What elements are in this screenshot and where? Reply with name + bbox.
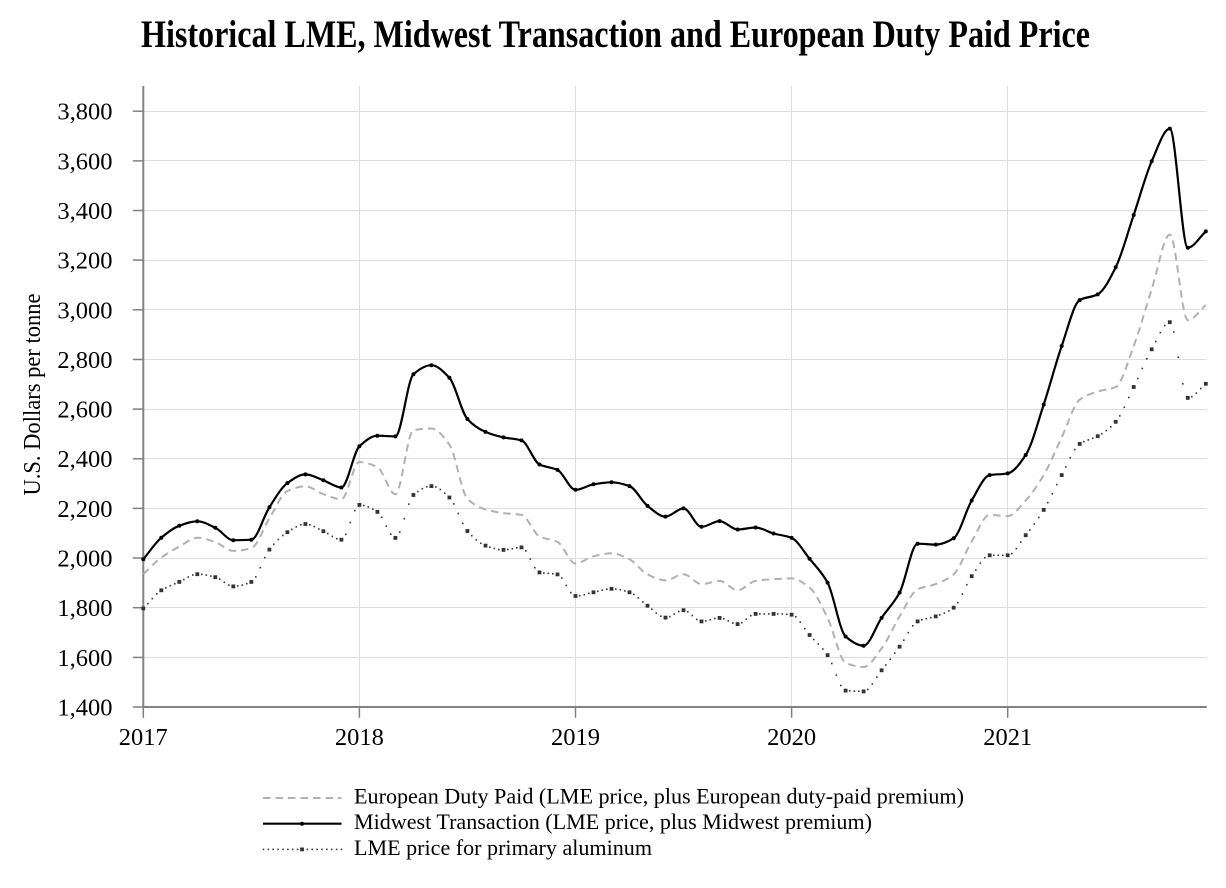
svg-text:2,400: 2,400 — [57, 446, 112, 473]
svg-text:3,600: 3,600 — [57, 148, 112, 175]
svg-text:2017: 2017 — [119, 724, 168, 751]
svg-text:2021: 2021 — [983, 724, 1032, 751]
svg-text:2020: 2020 — [767, 724, 816, 751]
svg-text:1,400: 1,400 — [57, 695, 112, 722]
svg-text:Historical LME, Midwest Transa: Historical LME, Midwest Transaction and … — [141, 14, 1090, 56]
svg-text:LME price for primary aluminum: LME price for primary aluminum — [354, 835, 653, 860]
svg-text:2019: 2019 — [551, 724, 600, 751]
svg-text:2018: 2018 — [335, 724, 384, 751]
svg-text:U.S. Dollars per tonne: U.S. Dollars per tonne — [19, 293, 46, 495]
svg-text:1,600: 1,600 — [57, 645, 112, 672]
svg-text:Midwest Transaction (LME price: Midwest Transaction (LME price, plus Mid… — [354, 809, 872, 834]
svg-text:3,000: 3,000 — [57, 297, 112, 324]
svg-text:2,200: 2,200 — [57, 496, 112, 523]
svg-text:2,800: 2,800 — [57, 347, 112, 374]
svg-text:3,400: 3,400 — [57, 198, 112, 225]
svg-text:2,600: 2,600 — [57, 397, 112, 424]
svg-text:2,000: 2,000 — [57, 546, 112, 573]
svg-text:3,200: 3,200 — [57, 248, 112, 275]
svg-text:1,800: 1,800 — [57, 595, 112, 622]
svg-text:3,800: 3,800 — [57, 99, 112, 126]
svg-text:European Duty Paid (LME price,: European Duty Paid (LME price, plus Euro… — [354, 784, 964, 809]
